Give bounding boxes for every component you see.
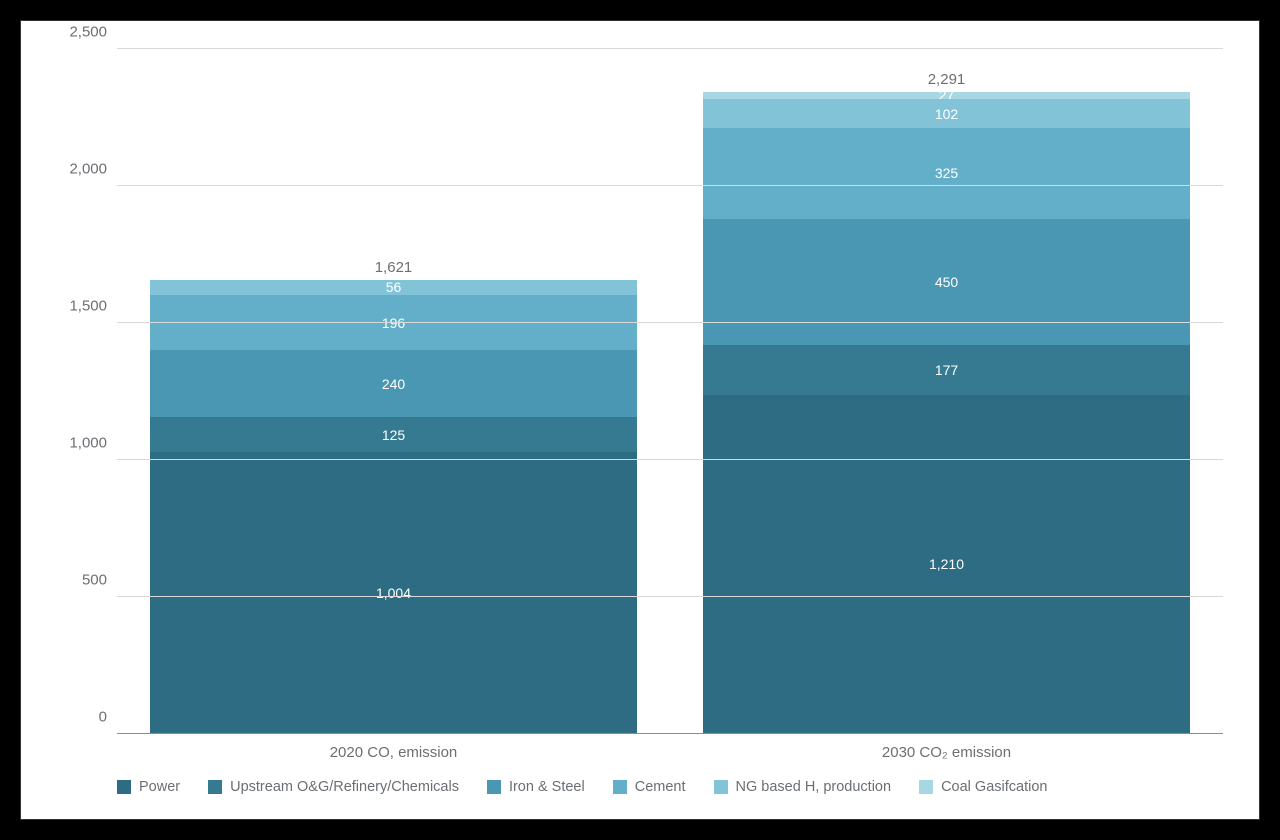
bar-segment-power: 1,004 bbox=[150, 452, 637, 734]
bars-row: 1,621 1,00412524019656 2,291 1,210177450325… bbox=[117, 49, 1223, 734]
bar-stack: 1,21017745032510227 bbox=[703, 92, 1190, 734]
x-axis-label: 2020 CO, emission bbox=[117, 744, 670, 761]
grid-area: 1,621 1,00412524019656 2,291 1,210177450325… bbox=[117, 49, 1223, 734]
legend-label: Coal Gasifcation bbox=[941, 779, 1047, 795]
legend-item-ng: NG based H, production bbox=[714, 779, 892, 795]
bar-stack: 1,00412524019656 bbox=[150, 280, 637, 734]
bar-segment-coal: 27 bbox=[703, 92, 1190, 100]
legend-swatch bbox=[208, 780, 222, 794]
y-tick-label: 2,500 bbox=[69, 24, 107, 41]
bar-segment-cement: 325 bbox=[703, 128, 1190, 219]
gridline bbox=[117, 185, 1223, 186]
y-tick-label: 2,000 bbox=[69, 161, 107, 178]
chart-frame: 0 500 1,000 1,500 2,000 2,500 1,621 1,00412524… bbox=[20, 20, 1260, 820]
y-tick-label: 0 bbox=[99, 709, 107, 726]
gridline bbox=[117, 596, 1223, 597]
y-tick-label: 500 bbox=[82, 572, 107, 589]
bar-segment-iron: 450 bbox=[703, 219, 1190, 345]
legend-label: NG based H, production bbox=[736, 779, 892, 795]
legend-label: Iron & Steel bbox=[509, 779, 585, 795]
y-tick-label: 1,500 bbox=[69, 298, 107, 315]
bar-segment-ng: 102 bbox=[703, 99, 1190, 128]
gridline bbox=[117, 322, 1223, 323]
legend-swatch bbox=[714, 780, 728, 794]
legend-item-power: Power bbox=[117, 779, 180, 795]
y-tick-label: 1,000 bbox=[69, 435, 107, 452]
legend-item-coal: Coal Gasifcation bbox=[919, 779, 1047, 795]
legend-label: Upstream O&G/Refinery/Chemicals bbox=[230, 779, 459, 795]
gridline bbox=[117, 459, 1223, 460]
bar-segment-upstream: 125 bbox=[150, 417, 637, 452]
legend: Power Upstream O&G/Refinery/Chemicals Iron… bbox=[117, 779, 1223, 795]
bar-segment-iron: 240 bbox=[150, 350, 637, 417]
bar-segment-upstream: 177 bbox=[703, 345, 1190, 395]
bar-column: 2,291 1,21017745032510227 bbox=[703, 71, 1190, 734]
legend-item-iron: Iron & Steel bbox=[487, 779, 585, 795]
axis-baseline bbox=[117, 733, 1223, 735]
legend-label: Power bbox=[139, 779, 180, 795]
bar-total-label: 2,291 bbox=[928, 71, 966, 88]
bar-segment-ng: 56 bbox=[150, 280, 637, 296]
legend-swatch bbox=[117, 780, 131, 794]
bar-total-label: 1,621 bbox=[375, 259, 413, 276]
legend-swatch bbox=[919, 780, 933, 794]
gridline bbox=[117, 48, 1223, 49]
bar-segment-power: 1,210 bbox=[703, 395, 1190, 734]
legend-swatch bbox=[613, 780, 627, 794]
x-axis-labels: 2020 CO, emission2030 CO₂ emission bbox=[117, 744, 1223, 761]
bar-column: 1,621 1,00412524019656 bbox=[150, 259, 637, 734]
legend-swatch bbox=[487, 780, 501, 794]
legend-item-upstream: Upstream O&G/Refinery/Chemicals bbox=[208, 779, 459, 795]
legend-item-cement: Cement bbox=[613, 779, 686, 795]
x-axis-label: 2030 CO₂ emission bbox=[670, 744, 1223, 761]
legend-label: Cement bbox=[635, 779, 686, 795]
y-axis: 05001,0001,5002,0002,500 bbox=[57, 49, 117, 734]
plot-area: 05001,0001,5002,0002,500 1,6211,00412524… bbox=[57, 49, 1223, 734]
